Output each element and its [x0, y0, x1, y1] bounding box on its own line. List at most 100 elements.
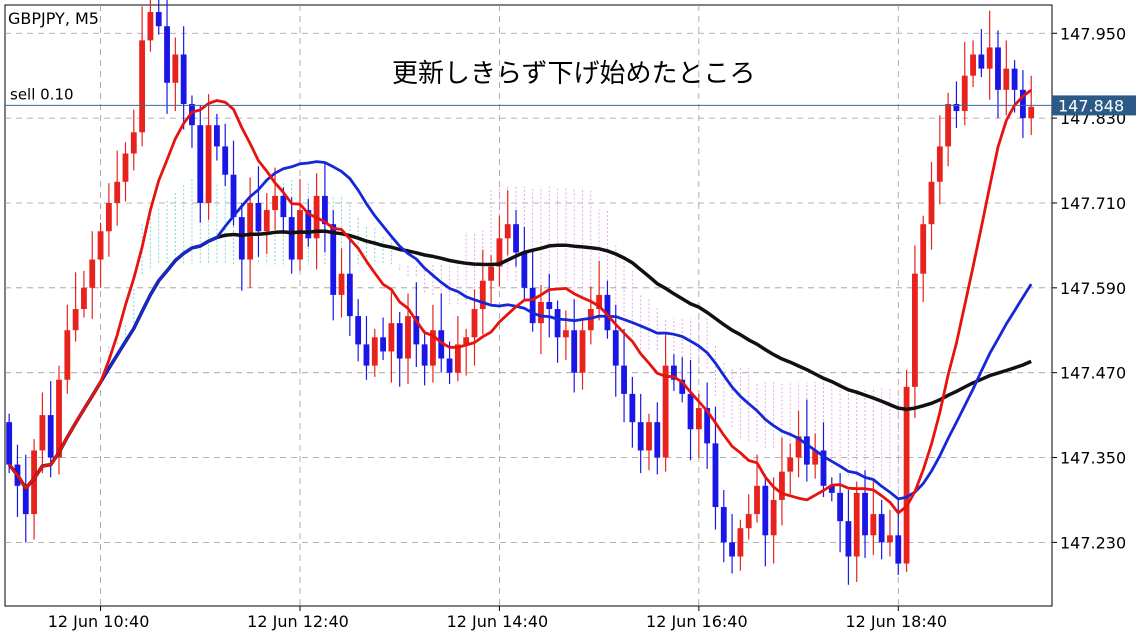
plot-frame: [4, 4, 1053, 607]
candle-body: [779, 471, 785, 500]
candle-body: [64, 330, 71, 380]
candle-body: [380, 337, 386, 352]
candle-body: [31, 450, 37, 515]
candle-body: [712, 443, 719, 508]
x-tick-label: 12 Jun 14:40: [447, 612, 549, 631]
candle-body: [521, 252, 528, 288]
moving-average-lines: [7, 88, 1033, 515]
candle-body: [363, 344, 370, 366]
candle-body: [936, 146, 943, 182]
candle-body: [430, 330, 436, 366]
candle-body: [986, 47, 993, 69]
ma-fast-line: [8, 88, 1033, 515]
candle-body: [729, 542, 735, 557]
candle-body: [1003, 68, 1010, 90]
candle-body: [754, 485, 760, 515]
x-tick-label: 12 Jun 12:40: [247, 612, 349, 631]
candle-body: [803, 436, 810, 465]
candle-body: [180, 54, 187, 104]
candle-body: [762, 485, 769, 536]
candle-body: [687, 393, 694, 430]
candle-body: [978, 54, 985, 69]
candle-body: [911, 273, 918, 387]
candle-body: [413, 316, 420, 345]
chart-grid: [4, 4, 1053, 607]
candle-body: [197, 125, 204, 203]
candle-body: [330, 224, 337, 295]
candle-body: [81, 287, 87, 310]
candle-body: [745, 514, 752, 529]
candle-body: [1028, 106, 1035, 119]
candle-body: [72, 309, 79, 331]
chart-annotation: 更新しきらず下げ始めたところ: [392, 59, 755, 89]
candle-body: [496, 238, 503, 267]
candle-body: [421, 344, 428, 366]
candle-body: [147, 12, 154, 41]
candle-body: [596, 294, 603, 310]
candle-body: [230, 174, 237, 218]
candle-body: [47, 415, 54, 458]
candle-body: [371, 337, 378, 366]
candle-body: [488, 266, 495, 281]
candle-body: [995, 47, 1001, 90]
candle-body: [454, 344, 461, 373]
candle-body: [396, 323, 403, 359]
x-tick-label: 12 Jun 18:40: [845, 612, 947, 631]
candle-body: [837, 492, 844, 522]
candle-body: [205, 125, 212, 203]
candle-body: [529, 287, 536, 324]
candlestick-series: [6, 0, 1035, 585]
candle-body: [961, 75, 968, 112]
candle-body: [704, 408, 711, 444]
x-tick-label: 12 Jun 16:40: [646, 612, 748, 631]
candle-body: [970, 54, 976, 76]
candle-body: [355, 316, 362, 345]
y-tick-label: 147.950: [1060, 24, 1126, 43]
candle-body: [338, 273, 345, 295]
order-label[interactable]: sell 0.10: [10, 85, 74, 103]
candle-body: [446, 358, 453, 373]
candle-body: [604, 294, 611, 331]
candle-body: [1020, 89, 1026, 119]
y-tick-label: 147.710: [1060, 194, 1126, 213]
ma-mid-line: [8, 160, 1033, 501]
candle-body: [770, 499, 777, 536]
candle-body: [247, 202, 254, 260]
candle-body: [405, 316, 411, 359]
candle-body: [305, 210, 312, 239]
candle-body: [579, 330, 586, 373]
candle-body: [920, 224, 927, 274]
current-price-label: 147.848: [1058, 96, 1124, 115]
candle-body: [213, 125, 220, 147]
candle-body: [89, 259, 96, 288]
candle-body: [612, 330, 619, 366]
candle-body: [953, 103, 960, 112]
current-price-tag-bg: [1052, 95, 1136, 116]
candle-body: [479, 280, 486, 310]
candle-body: [263, 210, 270, 232]
candle-body: [122, 153, 129, 182]
candle-body: [172, 54, 179, 83]
candle-body: [463, 337, 470, 345]
candle-body: [513, 224, 519, 253]
candle-body: [471, 309, 478, 338]
candle-body: [828, 485, 835, 493]
candle-body: [255, 202, 262, 232]
ichimoku-cloud: [100, 178, 916, 500]
candle-body: [845, 521, 852, 557]
candle-body: [222, 146, 229, 175]
y-tick-label: 147.350: [1060, 449, 1126, 468]
candle-body: [130, 132, 137, 154]
candle-body: [388, 323, 395, 352]
candle-body: [105, 202, 112, 232]
candle-body: [895, 535, 902, 564]
candle-body: [629, 393, 636, 423]
candle-body: [671, 365, 677, 380]
candle-body: [654, 422, 661, 458]
candle-body: [720, 507, 727, 543]
candle-body: [862, 492, 868, 536]
symbol-label: GBPJPY, M5: [8, 9, 99, 28]
candle-body: [795, 436, 802, 458]
candle-body: [787, 457, 794, 472]
